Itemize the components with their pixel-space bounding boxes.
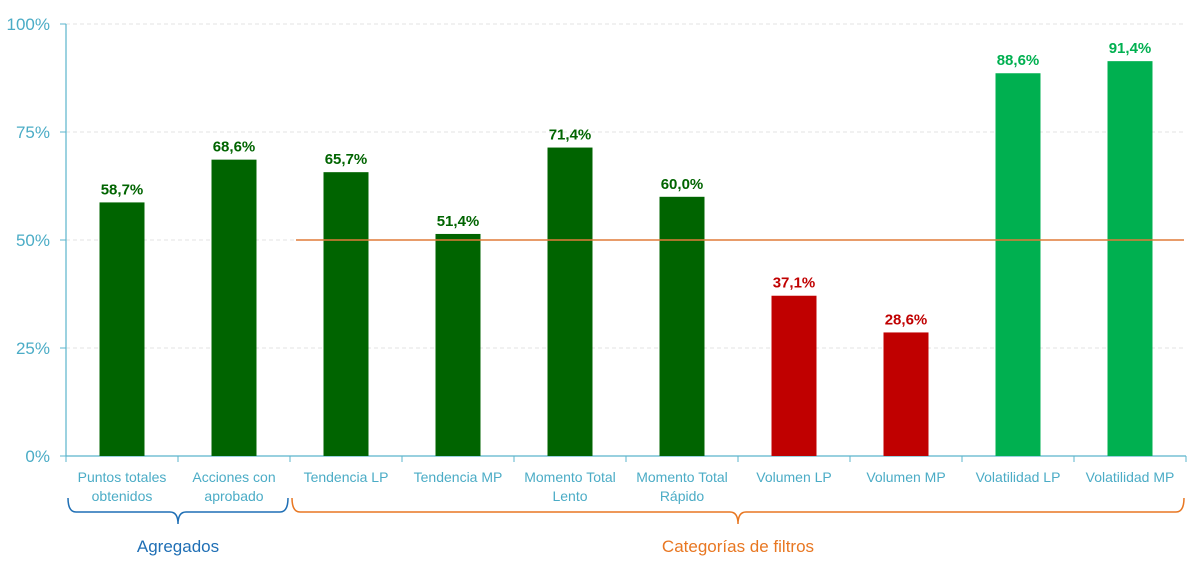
x-tick-label: Volumen LP [756,469,832,485]
x-tick-label-line: Momento Total [524,469,616,485]
x-tick-label-line: Tendencia LP [304,469,389,485]
x-tick-label: Volatilidad LP [976,469,1061,485]
x-tick-label-line: Lento [552,488,587,504]
x-tick-label: Puntos totales obtenidos [78,469,167,504]
group-label: Categorías de filtros [662,537,814,556]
x-tick-label-line: Acciones con [192,469,275,485]
x-tick-label: Volumen MP [866,469,945,485]
group-label: Agregados [137,537,219,556]
y-tick-label: 100% [7,15,50,34]
x-tick-label-line: Momento Total [636,469,728,485]
bar [1107,61,1153,456]
bar [995,73,1041,457]
x-tick-label-line: Volatilidad LP [976,469,1061,485]
bar [547,147,593,456]
y-tick-label: 25% [16,339,50,358]
x-tick-label-line: aprobado [204,488,263,504]
bar [99,202,145,456]
data-label: 51,4% [437,213,480,230]
x-tick-label: Tendencia MP [414,469,503,485]
x-tick-label: Momento Total Rápido [636,469,728,504]
data-label: 28,6% [885,311,928,328]
x-tick-label: Momento Total Lento [524,469,616,504]
x-tick-label: Volatilidad MP [1086,469,1175,485]
bar [883,332,929,456]
group-bracket [291,497,1185,525]
x-tick-label-line: Rápido [660,488,705,504]
x-tick-label-line: obtenidos [92,488,153,504]
data-label: 91,4% [1109,40,1152,57]
data-label: 60,0% [661,176,704,193]
bar [771,295,817,456]
group-bracket [67,497,289,525]
bar [323,172,369,456]
data-label: 37,1% [773,275,816,292]
x-tick-label-line: Tendencia MP [414,469,503,485]
x-tick-label-line: Puntos totales [78,469,167,485]
x-tick-label-line: Volumen LP [756,469,832,485]
x-tick-label: Acciones con aprobado [192,469,275,504]
bar [435,233,481,456]
data-label: 68,6% [213,139,256,156]
bar [659,196,705,457]
x-tick-label-line: Volatilidad MP [1086,469,1175,485]
bar [211,159,257,456]
y-tick-label: 50% [16,231,50,250]
y-tick-label: 0% [25,447,50,466]
data-label: 58,7% [101,181,144,198]
x-tick-label: Tendencia LP [304,469,389,485]
x-tick-label-line: Volumen MP [866,469,945,485]
data-label: 65,7% [325,151,368,168]
y-tick-label: 75% [16,123,50,142]
data-label: 88,6% [997,52,1040,69]
data-label: 71,4% [549,127,592,144]
